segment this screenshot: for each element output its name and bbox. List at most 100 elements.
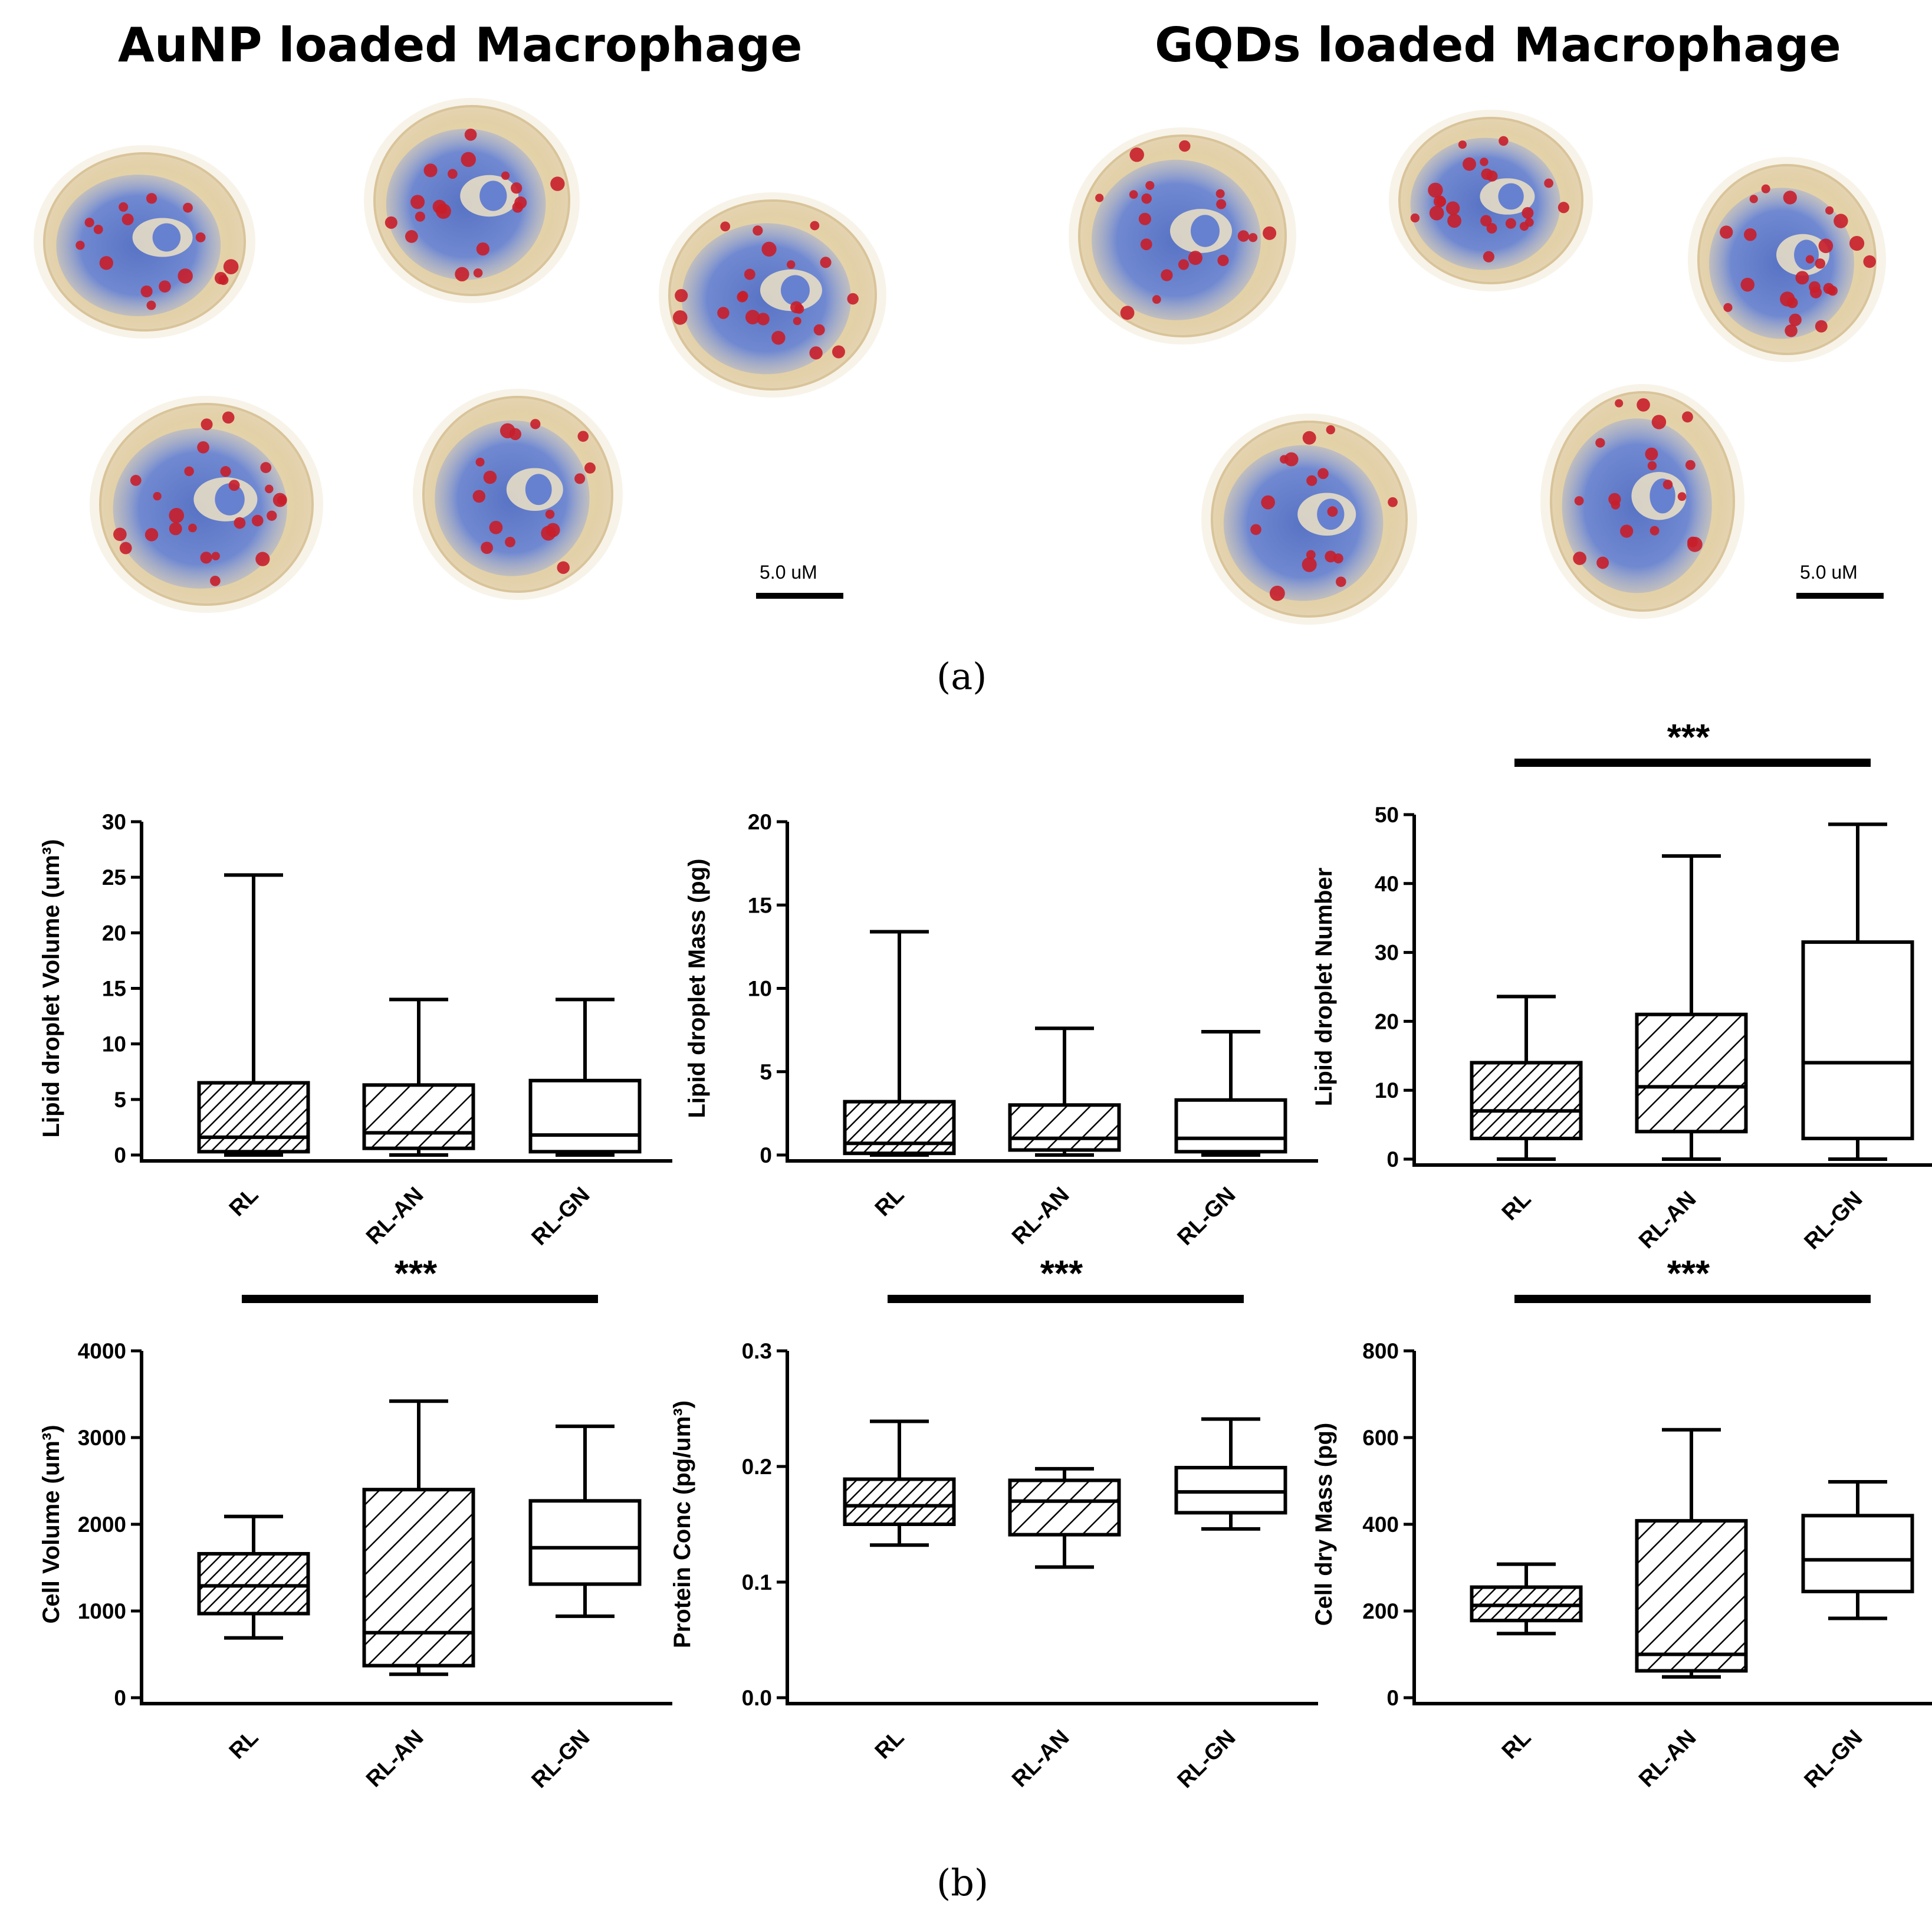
y-axis-label: Lipid droplet Volume (um³)	[38, 839, 64, 1138]
y-tick-label: 0	[1386, 1686, 1399, 1710]
lipid-droplet	[1749, 195, 1758, 204]
macrophage-cell	[1201, 414, 1417, 625]
significance-stars: ***	[1667, 1254, 1710, 1294]
macrophage-cell	[413, 389, 623, 600]
iqr-box	[1008, 1478, 1121, 1537]
lipid-droplet	[113, 527, 127, 542]
macrophage-cell	[364, 98, 580, 303]
x-tick-label: RL-AN	[362, 1183, 428, 1249]
x-tick-label: RL	[870, 1183, 909, 1222]
y-tick-label: 800	[1362, 1339, 1399, 1363]
box-rl-gn	[1801, 822, 1914, 1161]
lipid-droplet	[1145, 181, 1155, 190]
lipid-droplet	[1428, 182, 1443, 198]
iqr-box	[1635, 1519, 1748, 1673]
y-tick-label: 5	[114, 1088, 126, 1112]
boxplot-chart: 0 5 10 15 20 Lipid droplet Mass (pg) RL RL-AN RL…	[684, 810, 1318, 1250]
iqr-box	[197, 1551, 310, 1616]
lipid-droplet	[1805, 255, 1815, 264]
x-tick-label: RL-GN	[527, 1725, 595, 1793]
lipid-droplet	[1447, 214, 1461, 228]
lipid-droplet	[1783, 191, 1797, 205]
x-tick-label: RL	[1497, 1187, 1536, 1226]
box-rl	[1470, 1562, 1583, 1636]
lipid-droplet	[1433, 195, 1446, 208]
lipid-droplet	[574, 473, 586, 484]
lipid-droplet	[745, 310, 760, 324]
boxplot-chart: 0 5 10 15 20 25 30 Lipid droplet Volume (um³) RL…	[38, 810, 672, 1250]
lipid-droplet	[146, 193, 157, 204]
x-tick-label: RL-GN	[1800, 1725, 1868, 1793]
y-tick-label: 0.0	[742, 1686, 772, 1710]
iqr-box	[843, 1477, 956, 1527]
lipid-droplet	[1325, 550, 1337, 563]
x-tick-label: RL-AN	[1634, 1187, 1701, 1254]
y-tick-label: 30	[102, 810, 126, 834]
lipid-droplet	[130, 475, 142, 486]
cell-inner-body	[781, 275, 810, 306]
lipid-droplet	[218, 275, 229, 286]
lipid-droplet	[511, 182, 523, 194]
y-tick-label: 3000	[78, 1426, 126, 1450]
lipid-droplet	[260, 462, 272, 474]
y-tick-label: 0.3	[742, 1339, 772, 1363]
boxplot-chart: 0 10 20 30 40 50 Lipid droplet Number RL RL-AN RL…	[1311, 717, 1932, 1254]
lipid-droplet	[1650, 526, 1660, 536]
lipid-droplet	[1723, 303, 1733, 312]
lipid-droplet	[144, 528, 159, 542]
lipid-droplet	[1789, 313, 1802, 326]
lipid-droplet	[1826, 286, 1835, 295]
lipid-droplet	[481, 542, 493, 554]
lipid-droplet	[1486, 170, 1498, 182]
lipid-droplet	[1306, 550, 1316, 560]
aunp-panel-title: AuNP loaded Macrophage	[118, 18, 803, 73]
macrophage-cell	[90, 396, 323, 613]
lipid-droplet	[1188, 251, 1202, 265]
y-tick-label: 2000	[78, 1512, 126, 1537]
lipid-droplet	[277, 495, 287, 505]
significance-stars: ***	[1040, 1254, 1083, 1294]
x-tick-label: RL	[225, 1183, 264, 1222]
y-axis-label: Cell Volume (um³)	[38, 1425, 64, 1623]
y-tick-label: 200	[1362, 1599, 1399, 1623]
boxplot-chart: 0 200 400 600 800 Cell dry Mass (pg) RL RL-AN RL…	[1311, 1254, 1932, 1793]
iqr-box	[1635, 1012, 1748, 1134]
y-tick-label: 5	[760, 1060, 772, 1084]
lipid-droplet	[423, 163, 438, 178]
iqr-box	[843, 1100, 956, 1156]
lipid-droplet	[1596, 556, 1609, 569]
lipid-droplet	[188, 523, 197, 533]
lipid-droplet	[1215, 189, 1225, 198]
y-tick-label: 0	[114, 1686, 126, 1710]
x-tick-label: RL-AN	[1007, 1725, 1074, 1792]
lipid-droplet	[476, 242, 489, 256]
lipid-droplet	[1740, 277, 1755, 292]
lipid-droplet	[1129, 190, 1138, 199]
box-rl-an	[1008, 1466, 1121, 1569]
lipid-droplet	[1317, 468, 1329, 480]
lipid-droplet	[405, 230, 418, 243]
lipid-droplet	[1620, 524, 1634, 538]
lipid-droplet	[1499, 136, 1509, 146]
box-rl-gn	[528, 1424, 642, 1618]
macrophage-cell	[34, 145, 255, 339]
y-tick-label: 600	[1362, 1426, 1399, 1450]
lipid-droplet	[541, 526, 556, 541]
lipid-droplet	[169, 522, 182, 536]
lipid-droplet	[514, 196, 527, 209]
lipid-droplet	[140, 285, 153, 298]
lipid-droplet	[1687, 537, 1703, 552]
lipid-droplet	[1129, 147, 1144, 162]
iqr-box	[1008, 1103, 1121, 1152]
panel-a-micrographs: AuNP loaded Macrophage GQDs loaded Macro…	[0, 0, 1932, 708]
box-rl-gn	[1801, 1479, 1914, 1620]
lipid-droplet	[1849, 235, 1865, 251]
lipid-droplet	[1574, 496, 1584, 506]
y-axis-label: Cell dry Mass (pg)	[1311, 1423, 1337, 1626]
lipid-droplet	[1519, 222, 1529, 231]
y-tick-label: 20	[748, 810, 772, 834]
cell-inner-body	[152, 223, 181, 252]
box-rl-an	[1635, 1428, 1748, 1679]
y-tick-label: 10	[748, 977, 772, 1001]
